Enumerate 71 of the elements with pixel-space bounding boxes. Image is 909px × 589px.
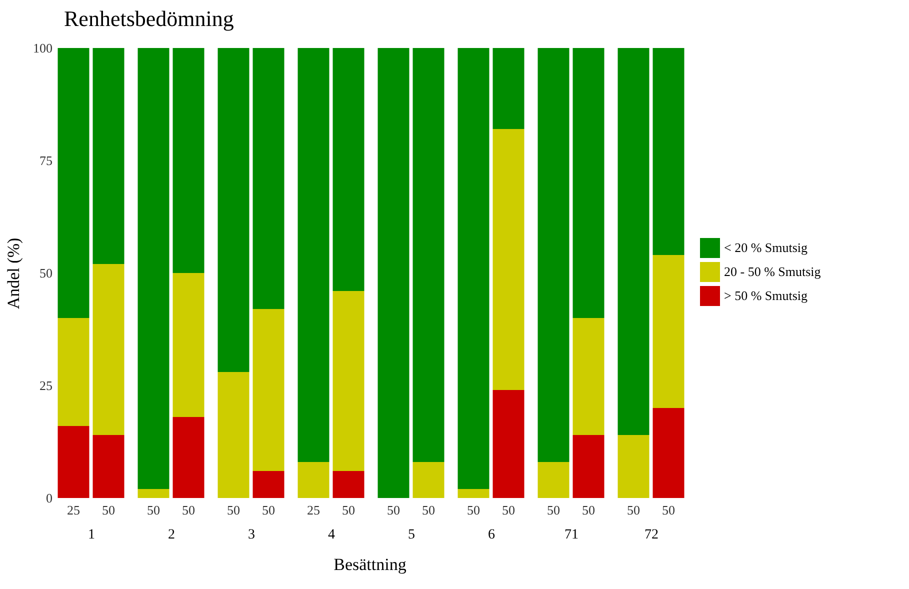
bar: [58, 48, 90, 318]
bar: [572, 318, 604, 435]
x-axis-title: 4: [328, 528, 335, 542]
bar: [172, 417, 204, 498]
bar: [618, 48, 650, 435]
bar: [652, 408, 684, 498]
y-tick-label: 50: [40, 266, 52, 280]
bar: [652, 255, 684, 408]
x-axis-title: 3: [248, 528, 255, 542]
y-axis-title: Andel (%): [4, 238, 23, 310]
bar: [332, 48, 364, 291]
x-tick-label: 50: [627, 502, 640, 518]
legend-label: > 50 % Smutsig: [724, 288, 808, 303]
y-tick-label: 75: [40, 153, 52, 168]
x-axis-title: 6: [488, 528, 495, 542]
chart-title: Renhetsbedömning: [63, 5, 235, 33]
bar: [252, 48, 284, 309]
bar: [218, 372, 250, 498]
bar: [332, 471, 364, 498]
bar: [458, 48, 490, 489]
x-axis-title: 72: [644, 528, 658, 542]
bar: [492, 390, 524, 498]
bar: [252, 309, 284, 471]
bar: [138, 48, 170, 489]
x-tick-label: 50: [387, 502, 400, 518]
x-tick-label: 50: [182, 502, 195, 518]
x-tick-label: 50: [467, 502, 480, 518]
bar: [252, 471, 284, 498]
x-axis-title: 1: [88, 528, 95, 542]
x-tick-label: 50: [547, 502, 560, 518]
y-tick-label: 100: [33, 40, 52, 56]
x-axis-title: 2: [168, 528, 175, 542]
x-tick-label: 50: [342, 502, 355, 518]
legend-label: 20 - 50 % Smutsig: [724, 264, 822, 279]
legend-label: < 20 % Smutsig: [724, 240, 808, 255]
bar: [652, 48, 684, 255]
bar: [492, 129, 524, 390]
bar: [92, 435, 124, 498]
bar: [538, 48, 570, 462]
x-tick-label: 50: [582, 502, 595, 518]
x-tick-label: 50: [662, 502, 675, 518]
bar: [332, 291, 364, 471]
bar: [298, 462, 330, 498]
x-tick-label: 50: [502, 502, 515, 518]
x-axis-title: 71: [564, 528, 578, 542]
bar: [618, 435, 650, 498]
text: Besättning: [332, 555, 408, 575]
bar: [92, 264, 124, 435]
bar: [92, 48, 124, 264]
bar: [58, 426, 90, 498]
x-tick-label: 50: [147, 502, 160, 518]
bar: [572, 48, 604, 318]
x-tick-label: 50: [102, 502, 115, 518]
bar: [172, 48, 204, 273]
bar: [172, 273, 204, 417]
bar: [492, 48, 524, 129]
y-tick-label: 0: [46, 490, 52, 506]
x-tick-label: 50: [262, 502, 275, 518]
bar: [218, 48, 250, 372]
x-tick-label: 25: [307, 502, 320, 518]
x-tick-label: 50: [227, 502, 240, 518]
bar: [298, 48, 330, 462]
y-tick-label: 25: [40, 378, 52, 393]
bar: [58, 318, 90, 426]
x-axis-title: 5: [408, 528, 415, 542]
bar: [138, 489, 170, 498]
bar: [458, 489, 490, 498]
x-tick-label: 50: [422, 502, 435, 518]
x-tick-label: 25: [67, 502, 80, 518]
bar: [538, 462, 570, 498]
bar: [572, 435, 604, 498]
